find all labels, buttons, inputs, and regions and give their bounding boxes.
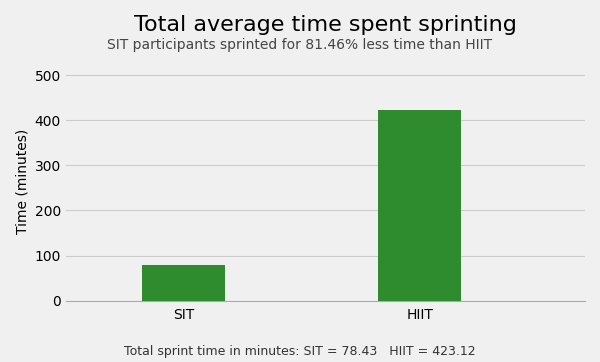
Text: SIT participants sprinted for 81.46% less time than HIIT: SIT participants sprinted for 81.46% les… bbox=[107, 38, 493, 52]
Text: Total sprint time in minutes: SIT = 78.43   HIIT = 423.12: Total sprint time in minutes: SIT = 78.4… bbox=[124, 345, 476, 358]
Bar bbox=[142, 265, 225, 301]
Y-axis label: Time (minutes): Time (minutes) bbox=[15, 129, 29, 234]
Title: Total average time spent sprinting: Total average time spent sprinting bbox=[134, 15, 517, 35]
Bar bbox=[379, 110, 461, 301]
